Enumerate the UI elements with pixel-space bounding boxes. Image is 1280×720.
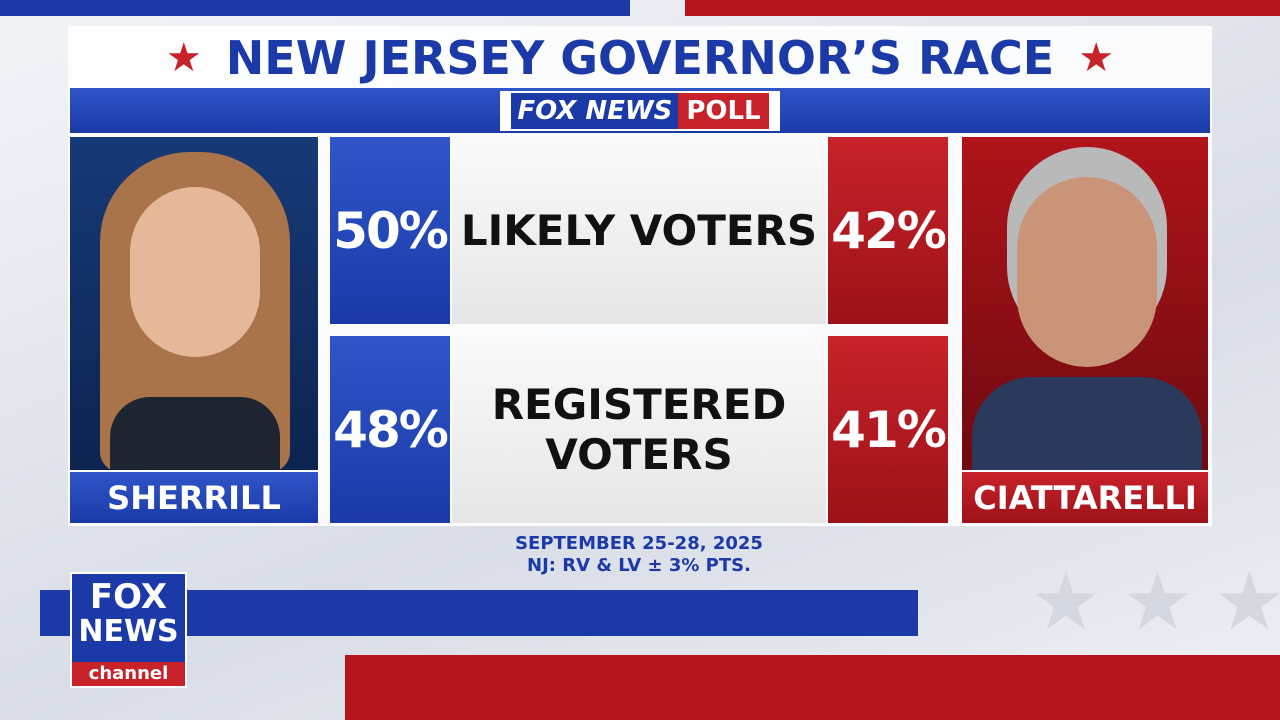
- star: ★: [1078, 35, 1115, 81]
- left-value: 50%: [330, 137, 450, 324]
- photo-left: [70, 137, 318, 470]
- title-bar: ★ NEW JERSEY GOVERNOR’S RACE ★: [68, 28, 1212, 88]
- right-value: 41%: [828, 336, 948, 523]
- logo-line: NEWS: [78, 614, 179, 649]
- bottom-stripe: [345, 655, 1280, 720]
- left-value: 48%: [330, 336, 450, 523]
- candidate-name: SHERRILL: [70, 472, 318, 523]
- footer-line: SEPTEMBER 25-28, 2025: [515, 533, 763, 554]
- poll-label: POLL: [678, 93, 769, 129]
- candidate-name: CIATTARELLI: [962, 472, 1208, 523]
- row-label: LIKELY VOTERS: [452, 137, 826, 324]
- photo-right: [962, 137, 1208, 470]
- footer: SEPTEMBER 25-28, 2025 NJ: RV & LV ± 3% P…: [452, 533, 826, 577]
- channel-logo: FOX NEWS channel: [70, 572, 187, 688]
- top-stripe: [0, 0, 630, 16]
- footer-line: NJ: RV & LV ± 3% PTS.: [527, 555, 751, 576]
- poll-logo: FOX NEWS POLL: [500, 91, 780, 131]
- decor-stars: ★★★: [1030, 555, 1280, 648]
- top-stripe: [685, 0, 1280, 16]
- star: ★: [165, 35, 202, 81]
- row-label: REGISTERED VOTERS: [452, 336, 826, 523]
- logo-line: channel: [72, 662, 185, 686]
- right-value: 42%: [828, 137, 948, 324]
- title: NEW JERSEY GOVERNOR’S RACE: [225, 31, 1055, 85]
- poll-brand: FOX NEWS: [511, 93, 679, 129]
- logo-line: FOX: [89, 577, 168, 617]
